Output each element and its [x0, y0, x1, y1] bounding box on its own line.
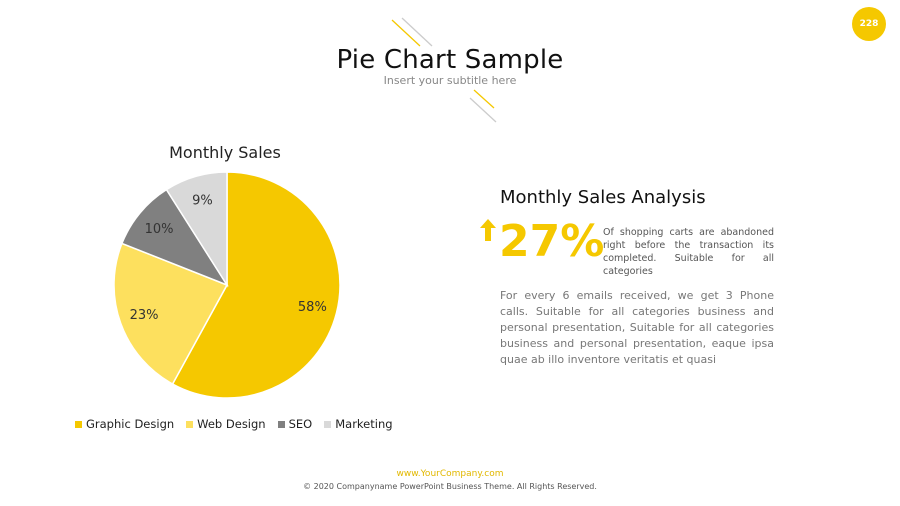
legend-label: Web Design	[197, 417, 266, 431]
legend-swatch-graphic-design	[75, 420, 82, 428]
legend-item-seo: SEO	[277, 417, 313, 431]
pie-data-label: 10%	[145, 222, 174, 237]
slice-web-design	[113, 242, 229, 386]
chart-legend: Graphic Design Web Design SEO Marketing	[75, 417, 393, 431]
legend-label: SEO	[288, 417, 313, 431]
footer-url: www.YourCompany.com	[396, 469, 504, 479]
footer-copyright: © 2020 Companyname PowerPoint Business T…	[303, 482, 597, 491]
arrow-up-icon	[480, 219, 496, 241]
pie-data-label: 23%	[130, 308, 159, 323]
analysis-heading: Monthly Sales Analysis	[500, 187, 706, 208]
legend-item-graphic-design: Graphic Design	[75, 417, 174, 431]
legend-swatch-seo	[277, 420, 285, 428]
legend-item-web-design: Web Design	[186, 417, 266, 431]
chart-title: Monthly Sales	[169, 143, 281, 162]
stat-percent: 27%	[499, 216, 605, 267]
slice-graphic-design	[171, 171, 341, 399]
slide-number-badge: 228	[852, 7, 886, 41]
stat-description: Of shopping carts are abandoned right be…	[603, 227, 774, 278]
page-title: Pie Chart Sample	[336, 45, 564, 75]
legend-item-marketing: Marketing	[324, 417, 393, 431]
slice-marketing	[165, 171, 228, 288]
decorative-lines	[391, 17, 497, 123]
page-subtitle: Insert your subtitle here	[383, 74, 517, 87]
slice-seo	[120, 188, 229, 287]
legend-swatch-marketing	[324, 420, 332, 428]
legend-label: Graphic Design	[86, 417, 175, 431]
analysis-body: For every 6 emails received, we get 3 Ph…	[500, 289, 774, 366]
legend-label: Marketing	[335, 417, 393, 431]
pie-data-label: 9%	[192, 193, 213, 208]
legend-swatch-web-design	[186, 420, 194, 428]
pie-data-label: 58%	[298, 300, 327, 315]
